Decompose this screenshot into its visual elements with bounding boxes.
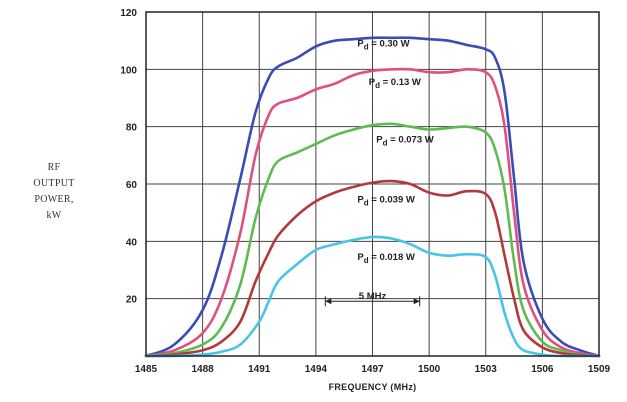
y-tick-labels: 20 40 60 80 100 120 (120, 8, 137, 306)
x-tick-label: 1494 (305, 364, 328, 375)
y-tick-label: 40 (126, 237, 138, 248)
bandwidth-arrowhead-left (325, 298, 332, 305)
series-label-1: Pd = 0.13 W (369, 77, 421, 90)
series-label-4: Pd = 0.018 W (357, 252, 414, 265)
bandwidth-label: 5 MHz (359, 291, 387, 302)
x-tick-label: 1497 (361, 364, 384, 375)
y-tick-label: 20 (126, 295, 138, 306)
plot-frame (145, 11, 600, 357)
x-tick-label: 1488 (192, 364, 215, 375)
x-tick-label: 1500 (418, 364, 441, 375)
y-axis-label-line: kW (46, 210, 62, 221)
y-tick-label: 100 (120, 65, 137, 76)
bandwidth-annotation: 5 MHz (324, 291, 421, 307)
y-tick-label: 60 (126, 180, 138, 191)
y-axis-label-line: RF (47, 162, 61, 173)
x-tick-labels: 1485 1488 1491 1494 1497 1500 1503 1506 1509 (135, 364, 611, 375)
x-tick-label: 1509 (588, 364, 611, 375)
series-line-3 (144, 179, 601, 358)
series-label-3: Pd = 0.039 W (357, 195, 414, 208)
y-tick-label: 120 (120, 8, 137, 19)
series-lines (144, 36, 601, 358)
y-axis-label-line: POWER, (34, 194, 74, 205)
x-tick-label: 1506 (531, 364, 554, 375)
series-line-0 (144, 36, 601, 358)
y-axis-label-line: OUTPUT (33, 178, 75, 189)
series-line-2 (144, 122, 601, 358)
y-axis-label: RF OUTPUT POWER, kW (22, 160, 86, 224)
series-line-1 (144, 67, 601, 358)
series-labels: Pd = 0.30 W Pd = 0.13 W Pd = 0.073 W Pd = 0… (357, 38, 433, 265)
series-line-4 (144, 235, 601, 358)
x-axis-title: FREQUENCY (MHz) (329, 382, 417, 392)
bandwidth-arrowhead-right (413, 298, 420, 305)
y-tick-label: 80 (126, 123, 138, 134)
series-label-2: Pd = 0.073 W (376, 134, 433, 147)
x-tick-label: 1503 (475, 364, 498, 375)
x-tick-label: 1485 (135, 364, 158, 375)
x-tick-label: 1491 (248, 364, 271, 375)
series-label-0: Pd = 0.30 W (357, 38, 409, 51)
